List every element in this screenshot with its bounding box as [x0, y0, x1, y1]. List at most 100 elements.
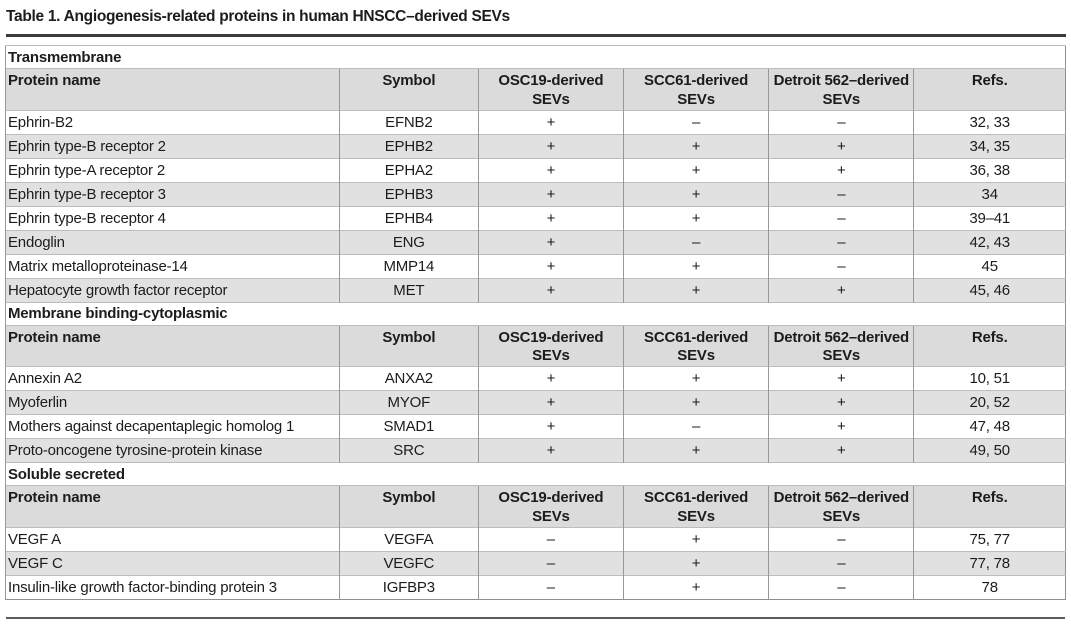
- section-header-row: Soluble secreted: [5, 462, 1066, 486]
- table-row: Ephrin type-B receptor 3 EPHB3 + + –34: [5, 181, 1066, 206]
- cell-symbol: ENG: [338, 229, 479, 254]
- cell-detroit562: –: [768, 550, 914, 575]
- table-row: Endoglin ENG + – –42, 43: [5, 229, 1066, 254]
- cell-scc61: +: [622, 157, 769, 182]
- cell-refs: 45: [913, 253, 1066, 278]
- cell-scc61: –: [622, 109, 769, 134]
- cell-symbol: EPHB3: [338, 181, 479, 206]
- cell-protein: Ephrin type-B receptor 3: [5, 181, 340, 206]
- cell-osc19: +: [477, 366, 624, 391]
- table-row: VEGF C VEGFC – + –77, 78: [5, 550, 1066, 575]
- cell-refs: 78: [913, 574, 1066, 599]
- cell-osc19: +: [477, 205, 624, 230]
- title-rule: [6, 34, 1066, 37]
- cell-osc19: +: [477, 133, 624, 158]
- cell-osc19: +: [477, 157, 624, 182]
- cell-osc19: –: [477, 574, 624, 599]
- cell-osc19: +: [477, 277, 624, 302]
- cell-detroit562: +: [768, 133, 914, 158]
- cell-protein: Matrix metalloproteinase-14: [5, 253, 340, 278]
- cell-scc61: +: [622, 574, 769, 599]
- cell-detroit562: +: [768, 414, 914, 439]
- column-header-scc61: SCC61-derived SEVs: [622, 68, 769, 110]
- column-header-osc19: OSC19-derived SEVs: [477, 485, 624, 527]
- column-header-refs: Refs.: [913, 324, 1066, 367]
- column-header-scc61: SCC61-derived SEVs: [622, 324, 769, 367]
- cell-scc61: +: [622, 181, 769, 206]
- cell-detroit562: +: [768, 157, 914, 182]
- cell-protein: Mothers against decapentaplegic homolog …: [5, 414, 340, 439]
- table-row: Ephrin type-B receptor 2 EPHB2 + + +34, 35: [5, 133, 1066, 158]
- cell-refs: 45, 46: [913, 277, 1066, 302]
- protein-table: Transmembrane Protein name Symbol OSC19-der…: [5, 45, 1066, 600]
- cell-protein: Ephrin type-B receptor 2: [5, 133, 340, 158]
- section-title: Transmembrane: [5, 45, 1066, 69]
- cell-scc61: +: [622, 253, 769, 278]
- table-row: Annexin A2 ANXA2 + + +10, 51: [5, 366, 1066, 391]
- cell-osc19: +: [477, 109, 624, 134]
- cell-protein: Ephrin type-A receptor 2: [5, 157, 340, 182]
- cell-scc61: +: [622, 277, 769, 302]
- cell-scc61: +: [622, 526, 769, 551]
- cell-detroit562: +: [768, 438, 914, 463]
- cell-scc61: +: [622, 366, 769, 391]
- bottom-rule: [6, 616, 1065, 619]
- cell-symbol: MYOF: [338, 390, 479, 415]
- cell-symbol: EFNB2: [338, 109, 479, 134]
- cell-refs: 49, 50: [913, 438, 1066, 463]
- cell-scc61: +: [622, 133, 769, 158]
- column-header-symbol: Symbol: [338, 324, 479, 367]
- cell-detroit562: +: [768, 277, 914, 302]
- column-header-osc19: OSC19-derived SEVs: [477, 68, 624, 110]
- cell-scc61: +: [622, 550, 769, 575]
- table-row: Ephrin-B2 EFNB2 + – –32, 33: [5, 109, 1066, 134]
- cell-protein: Ephrin type-B receptor 4: [5, 205, 340, 230]
- table-title: Table 1. Angiogenesis-related proteins i…: [6, 8, 510, 25]
- section-header-row: Membrane binding-cytoplasmic: [5, 301, 1066, 325]
- cell-refs: 10, 51: [913, 366, 1066, 391]
- column-header-row: Protein name Symbol OSC19-derived SEVs SCC6…: [5, 324, 1066, 367]
- cell-protein: Annexin A2: [5, 366, 340, 391]
- cell-refs: 47, 48: [913, 414, 1066, 439]
- cell-detroit562: –: [768, 181, 914, 206]
- column-header-osc19: OSC19-derived SEVs: [477, 324, 624, 367]
- cell-osc19: +: [477, 438, 624, 463]
- cell-detroit562: +: [768, 366, 914, 391]
- table-row: Myoferlin MYOF + + +20, 52: [5, 390, 1066, 415]
- cell-scc61: –: [622, 229, 769, 254]
- table-row: Ephrin type-A receptor 2 EPHA2 + + +36, 38: [5, 157, 1066, 182]
- table-row: VEGF A VEGFA – + –75, 77: [5, 526, 1066, 551]
- column-header-scc61: SCC61-derived SEVs: [622, 485, 769, 527]
- section-header-row: Transmembrane: [5, 45, 1066, 69]
- cell-symbol: VEGFC: [338, 550, 479, 575]
- cell-protein: Insulin-like growth factor-binding prote…: [5, 574, 340, 599]
- cell-scc61: +: [622, 438, 769, 463]
- column-header-row: Protein name Symbol OSC19-derived SEVs SCC6…: [5, 68, 1066, 110]
- cell-osc19: +: [477, 253, 624, 278]
- column-header-symbol: Symbol: [338, 485, 479, 527]
- table-row: Hepatocyte growth factor receptor MET + + +4…: [5, 277, 1066, 302]
- cell-osc19: +: [477, 181, 624, 206]
- cell-osc19: +: [477, 229, 624, 254]
- cell-detroit562: –: [768, 229, 914, 254]
- cell-protein: VEGF C: [5, 550, 340, 575]
- cell-protein: Hepatocyte growth factor receptor: [5, 277, 340, 302]
- cell-refs: 34: [913, 181, 1066, 206]
- cell-scc61: +: [622, 205, 769, 230]
- cell-osc19: +: [477, 390, 624, 415]
- cell-symbol: MMP14: [338, 253, 479, 278]
- cell-detroit562: –: [768, 574, 914, 599]
- cell-protein: Proto-oncogene tyrosine-protein kinase: [5, 438, 340, 463]
- cell-scc61: –: [622, 414, 769, 439]
- cell-refs: 36, 38: [913, 157, 1066, 182]
- cell-protein: VEGF A: [5, 526, 340, 551]
- cell-symbol: VEGFA: [338, 526, 479, 551]
- cell-protein: Myoferlin: [5, 390, 340, 415]
- cell-refs: 39–41: [913, 205, 1066, 230]
- column-header-row: Protein name Symbol OSC19-derived SEVs SCC6…: [5, 485, 1066, 527]
- column-header-refs: Refs.: [913, 68, 1066, 110]
- column-header-protein: Protein name: [5, 68, 340, 110]
- column-header-protein: Protein name: [5, 485, 340, 527]
- cell-symbol: EPHB2: [338, 133, 479, 158]
- column-header-refs: Refs.: [913, 485, 1066, 527]
